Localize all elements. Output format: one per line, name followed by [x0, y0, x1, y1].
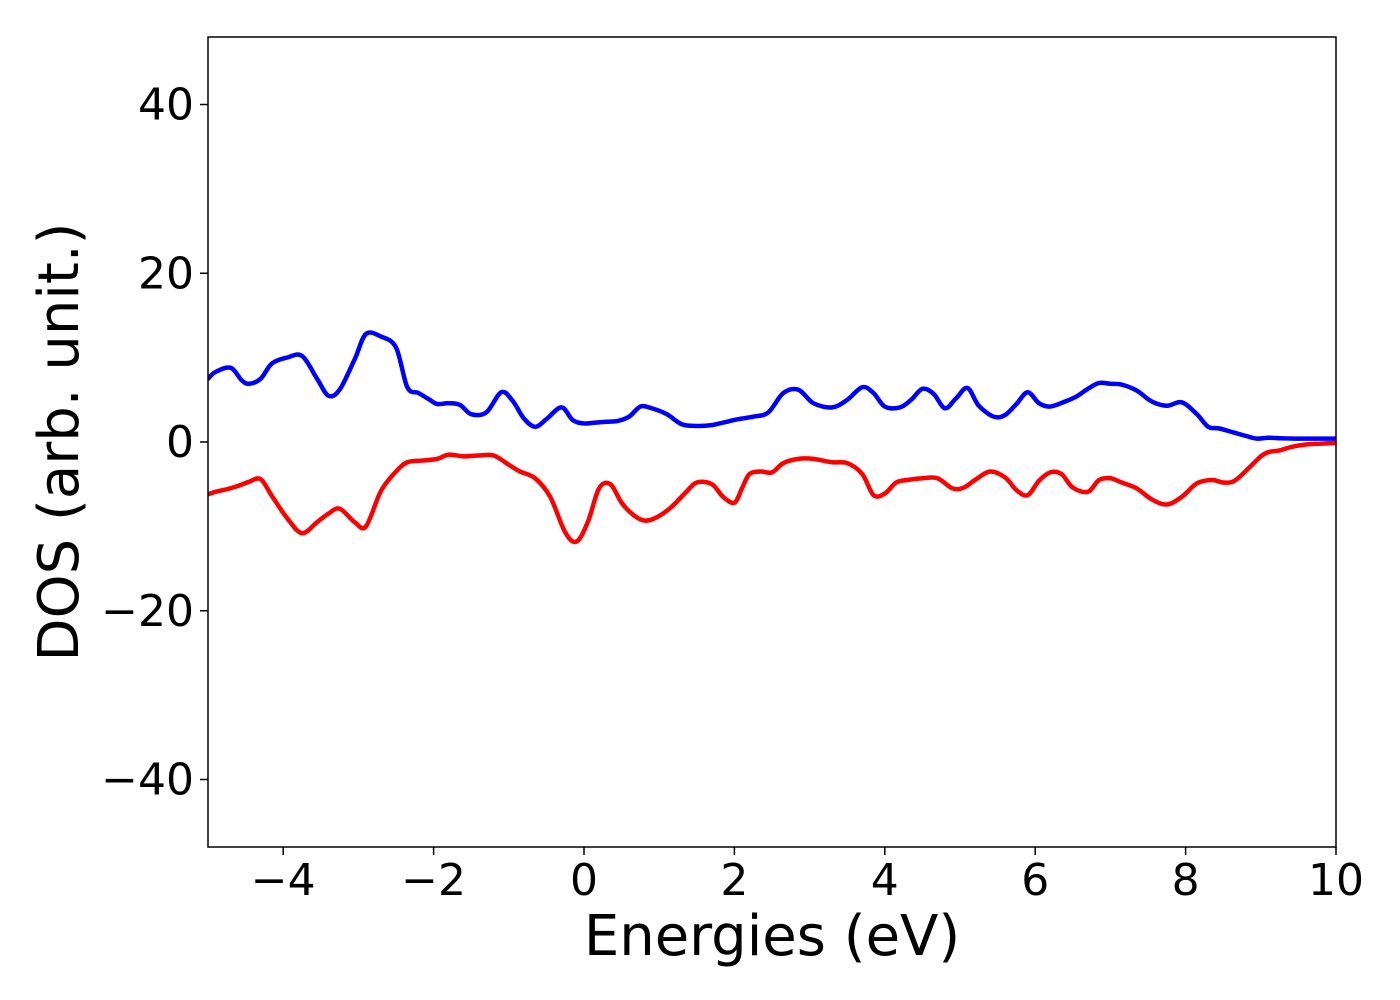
y-axis: 40 20 0 −20 −40: [101, 80, 208, 806]
x-tick-label: −2: [401, 855, 466, 906]
x-axis: −4 −2 0 2 4 6 8 10: [251, 847, 1364, 906]
y-tick-label: −20: [101, 586, 194, 637]
x-axis-title: Energies (eV): [584, 904, 960, 969]
y-tick-label: −40: [101, 755, 194, 806]
x-tick-label: 6: [1021, 855, 1049, 906]
y-axis-title: DOS (arb. unit.): [27, 222, 92, 661]
y-tick-label: 20: [138, 248, 194, 299]
x-tick-label: 10: [1308, 855, 1364, 906]
x-tick-label: 4: [871, 855, 899, 906]
series-layer: [208, 330, 1336, 545]
plot-frame: [207, 36, 1337, 848]
x-tick-label: 8: [1172, 855, 1200, 906]
series-line-2: [208, 440, 1336, 545]
series-line-1: [208, 330, 1336, 441]
x-tick-label: 2: [720, 855, 748, 906]
x-tick-label: −4: [251, 855, 316, 906]
y-tick-label: 40: [138, 80, 194, 131]
x-tick-label: 0: [570, 855, 598, 906]
y-tick-label: 0: [166, 417, 194, 468]
